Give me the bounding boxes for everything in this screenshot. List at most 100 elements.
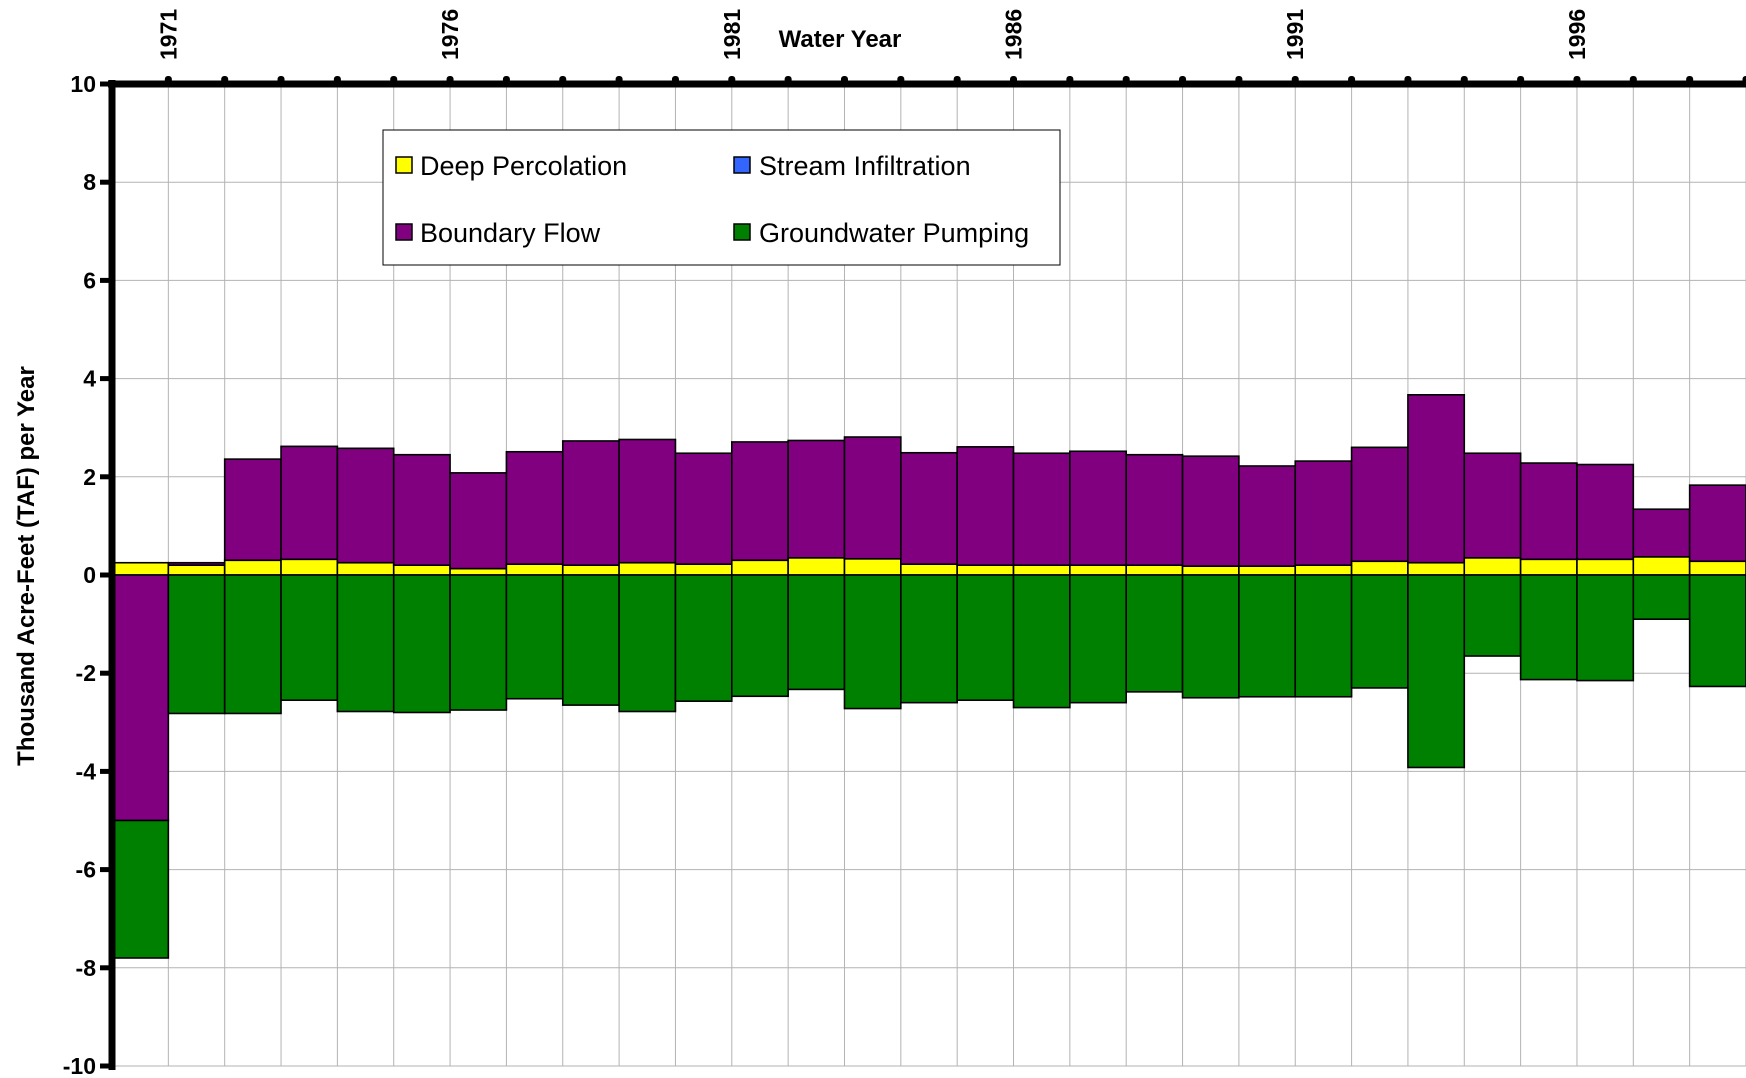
bars <box>111 394 1746 959</box>
y-tick-label: 2 <box>83 464 96 490</box>
bar-deep-percolation-1985 <box>900 563 958 576</box>
x-tick-label: 1991 <box>1282 9 1308 60</box>
bar-boundary-flow-1986 <box>956 446 1015 566</box>
bar-groundwater-pumping-1974 <box>280 574 339 702</box>
legend-swatch-stream-infiltration <box>733 156 751 174</box>
x-tick-label: 1971 <box>155 9 181 60</box>
x-tick <box>1010 76 1018 86</box>
bar-deep-percolation-1998 <box>1632 556 1691 576</box>
x-tick <box>1179 76 1187 86</box>
y-tick-label: -10 <box>63 1053 96 1078</box>
bar-boundary-flow-1997 <box>1576 463 1635 561</box>
bar-boundary-flow-1985 <box>900 451 958 565</box>
bar-deep-percolation-1990 <box>1181 565 1240 576</box>
bar-boundary-flow-1994 <box>1407 394 1466 564</box>
bar-groundwater-pumping-1978 <box>505 574 564 700</box>
x-tick <box>1573 76 1581 86</box>
bar-deep-percolation-1997 <box>1576 558 1635 576</box>
bar-groundwater-pumping-1979 <box>561 574 620 706</box>
bar-boundary-flow-1990 <box>1181 455 1240 567</box>
x-tick-label: 1986 <box>1001 9 1027 60</box>
x-axis-title: Water Year <box>779 26 902 53</box>
bar-groundwater-pumping-1995 <box>1463 574 1522 657</box>
legend-swatch-boundary-flow <box>395 223 413 241</box>
x-tick <box>277 76 285 86</box>
bar-groundwater-pumping-1987 <box>1012 574 1071 709</box>
y-tick-label: 10 <box>70 71 96 97</box>
bar-boundary-flow-1991 <box>1238 465 1297 567</box>
x-tick-label: 1981 <box>719 9 745 60</box>
bar-deep-percolation-1996 <box>1519 558 1578 576</box>
bar-deep-percolation-1986 <box>956 564 1015 576</box>
bar-boundary-flow-1982 <box>730 441 789 562</box>
bar-groundwater-pumping-1984 <box>843 574 902 710</box>
x-tick <box>840 76 848 86</box>
bar-boundary-flow-1995 <box>1463 452 1522 559</box>
bar-deep-percolation-1982 <box>730 559 789 576</box>
legend: Deep Percolation Stream Infiltration Bou… <box>382 129 1061 266</box>
y-tick-label: -4 <box>76 758 97 784</box>
bar-groundwater-pumping-1980 <box>618 574 677 713</box>
bar-boundary-flow-1972 <box>167 561 226 566</box>
legend-box <box>382 129 1061 266</box>
bar-groundwater-pumping-1988 <box>1069 574 1128 704</box>
bar-deep-percolation-1995 <box>1463 557 1522 576</box>
legend-label-deep-percolation: Deep Percolation <box>420 151 627 181</box>
bar-boundary-flow-1980 <box>618 438 677 564</box>
x-tick <box>1235 76 1243 86</box>
x-tick <box>1460 76 1468 86</box>
bar-boundary-flow-1998 <box>1632 508 1691 558</box>
bar-boundary-flow-1975 <box>336 447 395 564</box>
bar-deep-percolation-1977 <box>449 567 508 576</box>
x-tick <box>390 76 398 86</box>
legend-label-groundwater-pumping: Groundwater Pumping <box>759 218 1029 248</box>
bar-groundwater-pumping-1985 <box>900 574 958 704</box>
x-tick <box>1122 76 1130 86</box>
bar-boundary-flow-1983 <box>787 439 846 559</box>
bar-deep-percolation-1979 <box>561 564 620 576</box>
bar-groundwater-pumping-1993 <box>1350 574 1409 689</box>
x-tick <box>897 76 905 86</box>
x-tick <box>559 76 567 86</box>
bar-deep-percolation-1974 <box>280 558 339 576</box>
x-tick <box>502 76 510 86</box>
bar-deep-percolation-1983 <box>787 557 846 576</box>
y-tick-label: -6 <box>76 857 96 883</box>
bar-groundwater-pumping-1994 <box>1407 574 1466 769</box>
bar-groundwater-pumping-1997 <box>1576 574 1635 682</box>
bar-groundwater-pumping-1975 <box>336 574 395 713</box>
bar-boundary-flow-1978 <box>505 450 564 565</box>
bar-deep-percolation-1984 <box>843 557 902 576</box>
x-tick <box>446 76 454 86</box>
bar-boundary-flow-1981 <box>674 452 733 565</box>
bar-groundwater-pumping-1977 <box>449 574 508 711</box>
x-tick-label: 1996 <box>1564 9 1590 60</box>
bar-deep-percolation-1987 <box>1012 564 1071 576</box>
y-tick-label: 8 <box>83 169 96 195</box>
x-tick <box>1066 76 1074 86</box>
y-tick-label: -8 <box>76 955 97 981</box>
bar-groundwater-pumping-1976 <box>392 574 451 714</box>
bar-deep-percolation-1980 <box>618 561 677 576</box>
x-tick <box>221 76 229 86</box>
bar-deep-percolation-1973 <box>223 559 282 576</box>
bar-groundwater-pumping-1990 <box>1181 574 1240 699</box>
x-tick <box>953 76 961 86</box>
bar-boundary-flow-1988 <box>1069 450 1128 566</box>
x-tick-label: 1976 <box>437 9 463 60</box>
bar-boundary-flow-1979 <box>561 440 620 566</box>
bar-groundwater-pumping-1999 <box>1688 574 1746 688</box>
y-tick-label: -2 <box>76 660 96 686</box>
bar-groundwater-pumping-1996 <box>1519 574 1578 681</box>
bar-boundary-flow-1987 <box>1012 452 1071 566</box>
bar-boundary-flow-1989 <box>1125 453 1184 566</box>
bar-groundwater-pumping-1973 <box>223 574 282 715</box>
legend-label-stream-infiltration: Stream Infiltration <box>759 151 971 181</box>
legend-label-boundary-flow: Boundary Flow <box>420 218 601 248</box>
bar-deep-percolation-1994 <box>1407 561 1466 576</box>
bar-deep-percolation-1993 <box>1350 560 1409 576</box>
bar-deep-percolation-1999 <box>1688 560 1746 576</box>
x-tick <box>1348 76 1356 86</box>
bar-deep-percolation-1989 <box>1125 564 1184 576</box>
